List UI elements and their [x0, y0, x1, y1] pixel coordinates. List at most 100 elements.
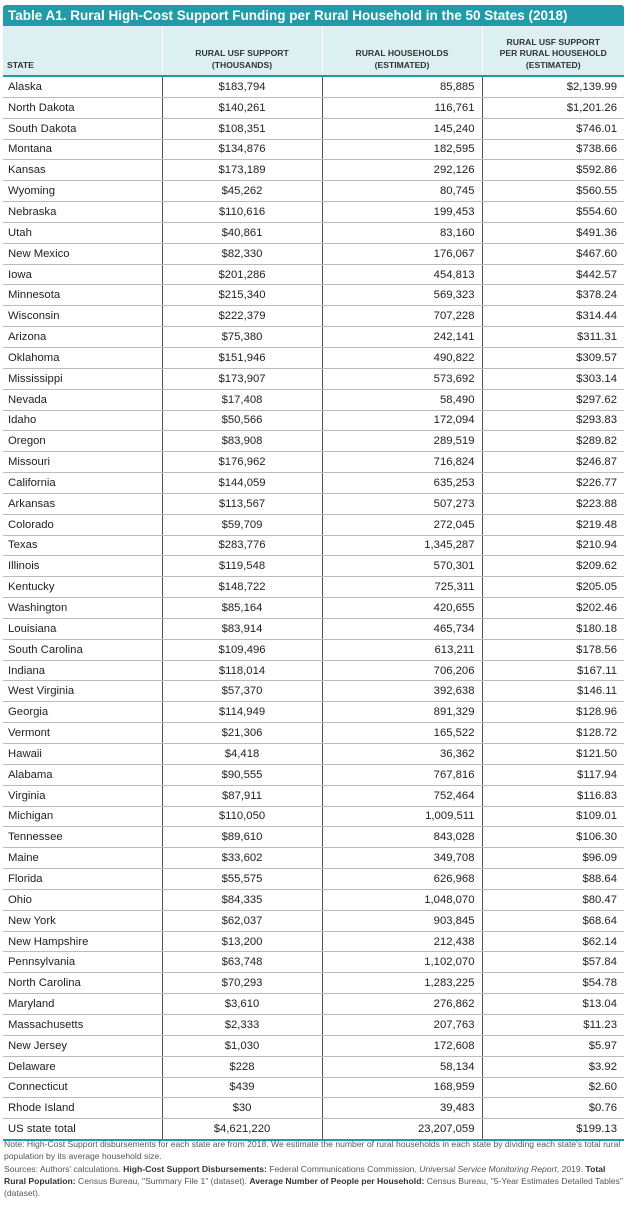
- households-cell: 83,160: [321, 222, 482, 244]
- households-cell: 569,323: [321, 284, 482, 307]
- per-household-cell: $2.60: [481, 1077, 624, 1099]
- table-row: New Hampshire $13,200 212,438 $62.14: [3, 931, 624, 953]
- state-cell: Arizona: [3, 326, 162, 348]
- support-cell: $90,555: [161, 764, 322, 786]
- support-cell: $45,262: [161, 180, 322, 203]
- households-cell: 1,102,070: [321, 951, 482, 974]
- table-row: Maine $33,602 349,708 $96.09: [3, 847, 624, 870]
- state-cell: North Dakota: [3, 97, 162, 119]
- support-cell: $148,722: [161, 576, 322, 599]
- households-cell: 392,638: [321, 680, 482, 703]
- table-row: Michigan $110,050 1,009,511 $109.01: [3, 806, 624, 828]
- state-cell: North Carolina: [3, 972, 162, 995]
- households-cell: 570,301: [321, 555, 482, 578]
- per-household-cell: $314.44: [481, 305, 624, 328]
- support-cell: $173,189: [161, 159, 322, 182]
- per-household-cell: $2,139.99: [481, 76, 624, 98]
- households-cell: 172,094: [321, 410, 482, 432]
- state-cell: Oklahoma: [3, 347, 162, 369]
- table-row: Alabama $90,555 767,816 $117.94: [3, 764, 624, 786]
- households-cell: 507,273: [321, 493, 482, 515]
- support-cell: $228: [161, 1056, 322, 1078]
- state-cell: Utah: [3, 222, 162, 244]
- state-cell: West Virginia: [3, 680, 162, 703]
- households-cell: 843,028: [321, 826, 482, 849]
- households-cell: 707,228: [321, 305, 482, 328]
- support-cell: $21,306: [161, 722, 322, 744]
- households-cell: 903,845: [321, 910, 482, 932]
- state-cell: Maryland: [3, 993, 162, 1015]
- state-cell: Kansas: [3, 159, 162, 182]
- table-row: Nebraska $110,616 199,453 $554.60: [3, 201, 624, 223]
- sources-hcs-report: Universal Service Monitoring Report: [419, 1163, 557, 1174]
- support-cell: $4,418: [161, 743, 322, 765]
- state-cell: Alaska: [3, 76, 162, 98]
- sources-text: Sources: Authors' calculations. High-Cos…: [4, 1163, 624, 1200]
- per-household-cell: $209.62: [481, 555, 624, 578]
- per-household-cell: $378.24: [481, 284, 624, 307]
- per-household-cell: $491.36: [481, 222, 624, 244]
- support-cell: $75,380: [161, 326, 322, 348]
- support-cell: $4,621,220: [161, 1118, 322, 1141]
- state-cell: Virginia: [3, 785, 162, 807]
- households-cell: 613,211: [321, 639, 482, 661]
- households-cell: 212,438: [321, 931, 482, 953]
- table-row: Missouri $176,962 716,824 $246.87: [3, 451, 624, 474]
- table-row: Utah $40,861 83,160 $491.36: [3, 222, 624, 244]
- state-cell: Oregon: [3, 430, 162, 453]
- state-cell: Rhode Island: [3, 1097, 162, 1120]
- header-households-line2: (ESTIMATED): [374, 59, 430, 70]
- households-cell: 58,490: [321, 389, 482, 411]
- support-cell: $63,748: [161, 951, 322, 974]
- support-cell: $83,914: [161, 618, 322, 640]
- households-cell: 490,822: [321, 347, 482, 369]
- households-cell: 207,763: [321, 1014, 482, 1036]
- per-household-cell: $180.18: [481, 618, 624, 640]
- support-cell: $70,293: [161, 972, 322, 995]
- state-cell: Nevada: [3, 389, 162, 411]
- sources-hcs-text: Federal Communications Commission,: [266, 1163, 420, 1174]
- support-cell: $109,496: [161, 639, 322, 661]
- table-row: Texas $283,776 1,345,287 $210.94: [3, 535, 624, 557]
- support-cell: $82,330: [161, 243, 322, 265]
- header-households-line1: RURAL HOUSEHOLDS: [355, 48, 449, 58]
- per-household-cell: $121.50: [481, 743, 624, 765]
- table-row: Massachusetts $2,333 207,763 $11.23: [3, 1014, 624, 1036]
- households-cell: 706,206: [321, 660, 482, 682]
- state-cell: New Jersey: [3, 1035, 162, 1057]
- per-household-cell: $146.11: [481, 680, 624, 703]
- table-row: Tennessee $89,610 843,028 $106.30: [3, 826, 624, 849]
- per-household-cell: $128.72: [481, 722, 624, 744]
- table-row: New York $62,037 903,845 $68.64: [3, 910, 624, 932]
- households-cell: 116,761: [321, 97, 482, 119]
- support-cell: $113,567: [161, 493, 322, 515]
- per-household-cell: $219.48: [481, 514, 624, 536]
- sources-trp-text: Census Bureau, "Summary File 1" (dataset…: [75, 1175, 250, 1186]
- support-cell: $110,616: [161, 201, 322, 223]
- sources-hcs-label: High-Cost Support Disbursements:: [123, 1163, 267, 1174]
- sources-prefix: Sources: Authors' calculations.: [4, 1163, 124, 1174]
- table-row: Idaho $50,566 172,094 $293.83: [3, 410, 624, 432]
- households-cell: 23,207,059: [321, 1118, 482, 1141]
- per-household-cell: $560.55: [481, 180, 624, 203]
- table-row: South Carolina $109,496 613,211 $178.56: [3, 639, 624, 661]
- table-row: Alaska $183,794 85,885 $2,139.99: [3, 76, 624, 98]
- state-cell: Wyoming: [3, 180, 162, 203]
- table-row: Florida $55,575 626,968 $88.64: [3, 868, 624, 890]
- households-cell: 1,283,225: [321, 972, 482, 995]
- per-household-cell: $88.64: [481, 868, 624, 890]
- support-cell: $2,333: [161, 1014, 322, 1036]
- table-row: West Virginia $57,370 392,638 $146.11: [3, 680, 624, 703]
- per-household-cell: $68.64: [481, 910, 624, 932]
- table-row: Montana $134,876 182,595 $738.66: [3, 139, 624, 161]
- table-row: Arkansas $113,567 507,273 $223.88: [3, 493, 624, 515]
- state-cell: Washington: [3, 597, 162, 619]
- table-row: Maryland $3,610 276,862 $13.04: [3, 993, 624, 1015]
- support-cell: $110,050: [161, 806, 322, 828]
- support-cell: $30: [161, 1097, 322, 1120]
- table-row: South Dakota $108,351 145,240 $746.01: [3, 118, 624, 140]
- per-household-cell: $467.60: [481, 243, 624, 265]
- households-cell: 716,824: [321, 451, 482, 474]
- per-household-cell: $80.47: [481, 889, 624, 911]
- per-household-cell: $223.88: [481, 493, 624, 515]
